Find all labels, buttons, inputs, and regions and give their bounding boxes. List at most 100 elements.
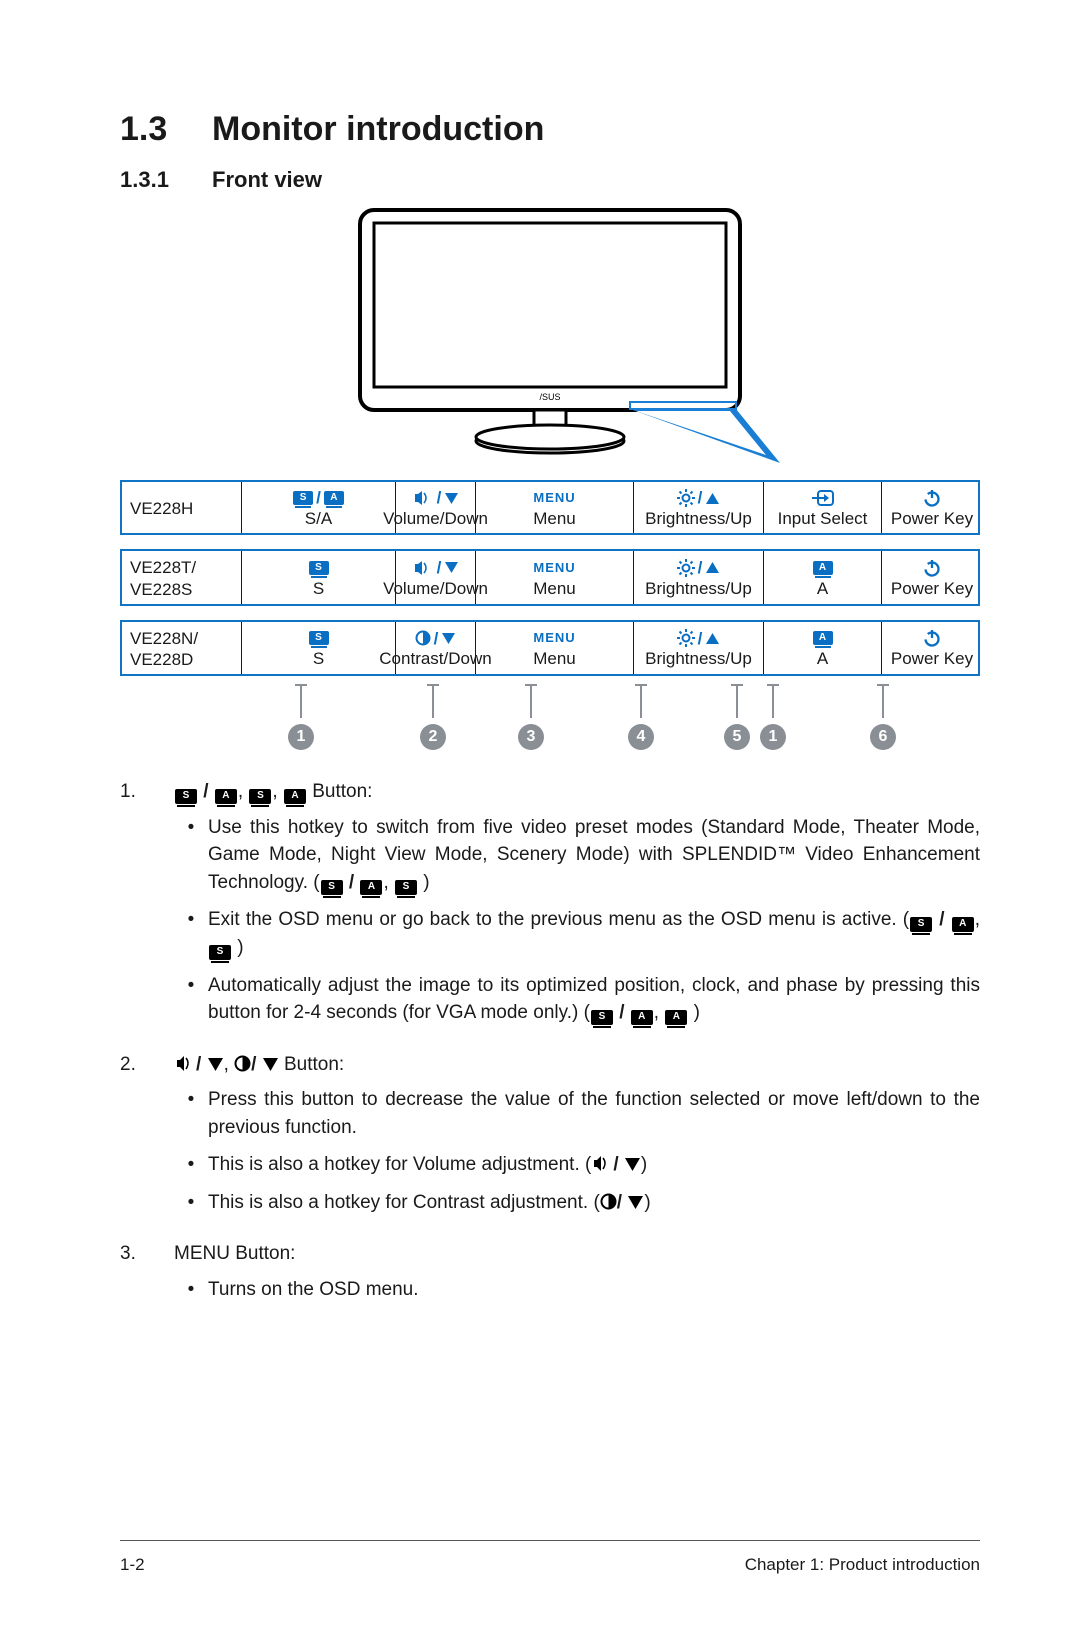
callout-number-5: 5 <box>724 724 750 750</box>
list-1-bullet-3: Automatically adjust the image to its op… <box>174 972 980 1027</box>
section-number: 1.3 <box>120 110 212 149</box>
list-2-bullet-2: This is also a hotkey for Volume adjustm… <box>174 1151 980 1179</box>
section-heading: 1.3Monitor introduction <box>120 110 980 149</box>
body-list: 1. S / A, S, A Button: Use this hotkey t… <box>120 778 980 1313</box>
callout-number-4: 4 <box>628 724 654 750</box>
page-footer: 1-2 Chapter 1: Product introduction <box>120 1540 980 1575</box>
cell-icon: / <box>677 628 721 648</box>
list-1-bullet-1: Use this hotkey to switch from five vide… <box>174 814 980 897</box>
cell-icon: MENU <box>533 558 575 578</box>
a-chip-icon: A <box>284 789 306 804</box>
button-cell: /Brightness/Up <box>634 622 764 675</box>
cell-label: A <box>817 578 828 599</box>
list-1-head-suffix: Button: <box>312 781 372 802</box>
list-2-bullet-3: This is also a hotkey for Contrast adjus… <box>174 1189 980 1217</box>
button-cell: /Brightness/Up <box>634 551 764 604</box>
cell-label: S <box>313 578 324 599</box>
list-item-1: 1. S / A, S, A Button: Use this hotkey t… <box>120 778 980 1036</box>
callout-connector <box>432 684 434 718</box>
cell-icon: / <box>677 488 721 508</box>
footer-page-number: 1-2 <box>120 1555 145 1575</box>
cell-label: Input Select <box>778 508 868 529</box>
button-cell: MENUMenu <box>476 551 634 604</box>
list-2-head-icons: / , / <box>174 1054 284 1075</box>
cell-icon: MENU <box>533 628 575 648</box>
list-item-2: 2. / , / Button: Press this button to de… <box>120 1051 980 1227</box>
cell-label: A <box>817 648 828 669</box>
cell-label: Brightness/Up <box>645 648 752 669</box>
cell-label: Contrast/Down <box>379 648 491 669</box>
model-cell: VE228T/VE228S <box>122 551 242 604</box>
list-1-bullet-2: Exit the OSD menu or go back to the prev… <box>174 906 980 961</box>
model-cell: VE228H <box>122 482 242 533</box>
cell-label: S/A <box>305 508 332 529</box>
monitor-brand-text: /SUS <box>539 392 560 402</box>
list-number: 3. <box>120 1240 174 1313</box>
contrast-icon <box>234 1055 251 1072</box>
button-cell: SS <box>242 551 396 604</box>
button-cell: AA <box>764 551 882 604</box>
list-item-3: 3. MENU Button: Turns on the OSD menu. <box>120 1240 980 1313</box>
cell-icon <box>923 628 941 648</box>
callout-number-1: 1 <box>288 724 314 750</box>
button-cell: Power Key <box>882 622 982 675</box>
callout-connector <box>300 684 302 718</box>
list-number: 1. <box>120 778 174 1036</box>
button-cell: SS <box>242 622 396 675</box>
cell-icon: S <box>309 558 329 578</box>
a-chip-icon: A <box>215 789 237 804</box>
section-title: Monitor introduction <box>212 110 544 148</box>
cell-icon: / <box>412 488 460 508</box>
callout-number-6: 6 <box>870 724 896 750</box>
button-table-row: VE228HS/AS/A/Volume/DownMENUMenu/Brightn… <box>120 480 980 535</box>
callout-number-1: 1 <box>760 724 786 750</box>
cell-label: Power Key <box>891 578 973 599</box>
button-table-row: VE228T/VE228SSS/Volume/DownMENUMenu/Brig… <box>120 549 980 606</box>
list-1-head-icons: S / A, S, A <box>174 781 312 802</box>
cell-icon: / <box>412 558 460 578</box>
callout-connector <box>640 684 642 718</box>
s-chip-icon: S <box>249 789 271 804</box>
cell-label: Menu <box>533 578 576 599</box>
button-table-row: VE228N/VE228DSS/Contrast/DownMENUMenu/Br… <box>120 620 980 677</box>
cell-icon <box>812 488 834 508</box>
button-cell: Power Key <box>882 551 982 604</box>
callout-connector <box>530 684 532 718</box>
button-cell: /Volume/Down <box>396 551 476 604</box>
button-cell: AA <box>764 622 882 675</box>
footer-chapter: Chapter 1: Product introduction <box>745 1555 980 1575</box>
cell-label: Menu <box>533 508 576 529</box>
cell-label: Volume/Down <box>383 508 488 529</box>
button-cell: MENUMenu <box>476 482 634 533</box>
cell-label: Power Key <box>891 648 973 669</box>
list-2-head-suffix: Button: <box>284 1054 344 1075</box>
cell-label: Brightness/Up <box>645 578 752 599</box>
volume-icon <box>174 1055 196 1072</box>
list-2-bullet-1: Press this button to decrease the value … <box>174 1086 980 1141</box>
down-triangle-icon <box>207 1057 224 1072</box>
cell-label: S <box>313 648 324 669</box>
cell-icon: S <box>309 628 329 648</box>
list-3-bullet-1: Turns on the OSD menu. <box>174 1276 980 1304</box>
button-cell: /Volume/Down <box>396 482 476 533</box>
cell-label: Menu <box>533 648 576 669</box>
monitor-diagram: /SUS <box>120 205 980 470</box>
cell-label: Power Key <box>891 508 973 529</box>
cell-icon: A <box>813 558 833 578</box>
cell-icon: MENU <box>533 488 575 508</box>
callout-number-2: 2 <box>420 724 446 750</box>
cell-label: Volume/Down <box>383 578 488 599</box>
callout-connector <box>882 684 884 718</box>
cell-icon: / <box>415 628 457 648</box>
button-cell: /Contrast/Down <box>396 622 476 675</box>
list-3-head: MENU Button: <box>174 1243 295 1264</box>
s-chip-icon: S <box>175 789 197 804</box>
callout-connector <box>736 684 738 718</box>
cell-icon: S/A <box>293 488 344 508</box>
cell-icon: / <box>677 558 721 578</box>
subsection-number: 1.3.1 <box>120 167 212 193</box>
callout-numbers-row: 1234516 <box>120 684 980 748</box>
button-cell: /Brightness/Up <box>634 482 764 533</box>
cell-icon <box>923 488 941 508</box>
button-cell: Power Key <box>882 482 982 533</box>
